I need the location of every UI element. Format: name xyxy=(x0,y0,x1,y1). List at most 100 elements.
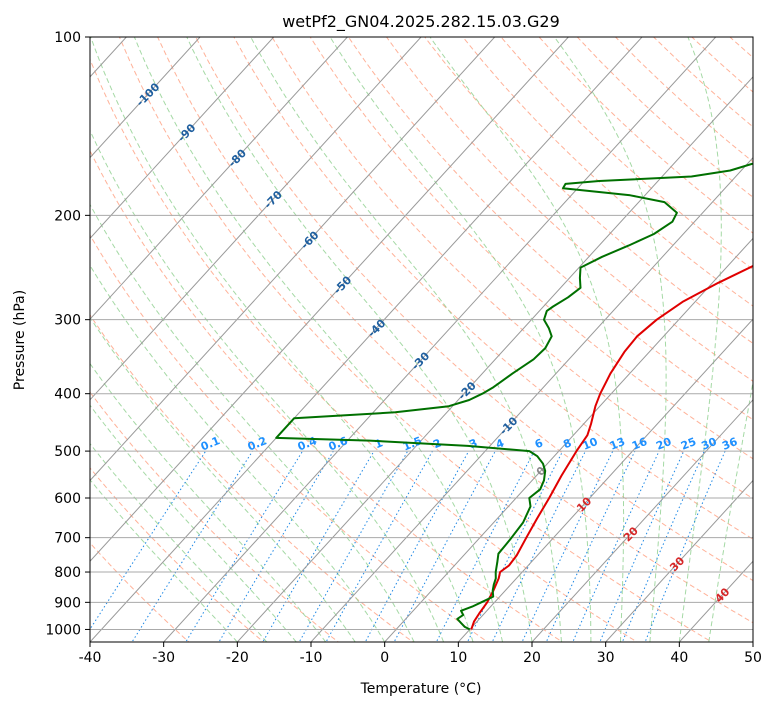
x-axis-label: Temperature (°C) xyxy=(360,681,482,697)
mixing-ratio-line xyxy=(621,450,705,642)
chart-title: wetPf2_GN04.2025.282.15.03.G29 xyxy=(282,12,560,32)
moist-adiabat xyxy=(329,37,592,642)
y-tick-label: 100 xyxy=(54,30,81,46)
y-tick-label: 700 xyxy=(54,531,81,547)
mixing-ratio-label: 10 xyxy=(581,435,600,453)
moist-adiabat xyxy=(90,442,268,642)
moist-adiabat xyxy=(186,37,533,642)
dry-adiabat xyxy=(90,467,265,642)
isotherm-line xyxy=(90,37,201,159)
moist-adiabat xyxy=(90,316,356,642)
dry-adiabat xyxy=(90,149,564,642)
isotherm-line xyxy=(678,560,753,642)
mixing-ratio-line xyxy=(491,450,586,642)
temperature-profile-line xyxy=(470,264,753,630)
isotherm-line xyxy=(90,37,643,642)
y-axis: 1000 900 800 700 600 500 400 300 200 100 xyxy=(45,30,90,638)
y-tick-label: 1000 xyxy=(45,622,81,638)
x-tick-label: 20 xyxy=(523,650,541,666)
dry-adiabat xyxy=(195,37,753,582)
moist-adiabat xyxy=(90,404,297,642)
moist-adiabat xyxy=(708,379,753,642)
dry-adiabat xyxy=(386,37,753,382)
y-tick-label: 800 xyxy=(54,565,81,581)
isotherm-line xyxy=(310,156,753,642)
dry-adiabat xyxy=(576,37,753,198)
isotherm-line xyxy=(457,318,753,642)
mixing-ratio-line xyxy=(325,450,433,642)
y-tick-label: 600 xyxy=(54,491,81,507)
y-tick-label: 300 xyxy=(54,313,81,329)
mixing-ratio-label: 3 xyxy=(467,436,479,451)
y-tick-label: 400 xyxy=(54,387,81,403)
isotherm-line xyxy=(236,76,753,642)
x-tick-label: 30 xyxy=(597,650,615,666)
isotherm-line xyxy=(90,37,275,240)
mixing-ratio-label: 16 xyxy=(630,435,649,453)
isotherm-line xyxy=(0,10,4,654)
dry-adiabat xyxy=(90,234,489,642)
mixing-ratio-line xyxy=(545,450,636,642)
dry-adiabat xyxy=(729,37,753,59)
mixing-ratio-line xyxy=(262,450,375,642)
plot-frame xyxy=(89,36,754,643)
moist-adiabat xyxy=(250,37,562,642)
mixing-ratio-line xyxy=(185,450,304,642)
mixing-ratio-label: 25 xyxy=(679,435,698,453)
y-axis-label: Pressure (hPa) xyxy=(12,290,28,390)
mixing-ratio-label: 6 xyxy=(533,436,545,451)
dry-adiabat xyxy=(309,37,753,460)
dry-adiabat xyxy=(768,37,775,644)
mixing-ratio-line xyxy=(90,450,207,631)
mixing-ratio-label: 13 xyxy=(608,435,627,453)
dry-adiabat xyxy=(462,37,753,307)
mixing-ratio-label: 20 xyxy=(654,435,673,453)
moist-adiabat xyxy=(90,37,474,642)
moist-adiabat xyxy=(90,264,386,642)
mixing-ratio-line xyxy=(435,450,535,642)
isotherm-label: -100 xyxy=(134,80,163,109)
dry-adiabat xyxy=(118,37,713,642)
x-tick-label: 50 xyxy=(744,650,762,666)
isotherm-line xyxy=(90,37,422,401)
moist-adiabat xyxy=(678,37,722,642)
mixing-ratio-line xyxy=(393,450,496,642)
dry-adiabat xyxy=(347,37,753,421)
mixing-ratio-line xyxy=(572,450,660,642)
x-tick-label: -20 xyxy=(226,650,249,666)
isotherm-line xyxy=(604,479,753,642)
mixing-ratio-line xyxy=(298,450,409,642)
isotherm-line xyxy=(90,37,496,482)
moist-adiabat xyxy=(90,203,415,642)
isotherm-line xyxy=(90,37,570,563)
dry-adiabat xyxy=(90,313,414,642)
mixing-ratio-line xyxy=(599,450,685,642)
x-tick-label: 10 xyxy=(449,650,467,666)
isotherm-line xyxy=(383,237,753,642)
y-tick-label: 900 xyxy=(54,595,81,611)
moist-adiabat xyxy=(429,37,625,642)
moist-adiabat xyxy=(553,37,667,642)
x-tick-label: -10 xyxy=(300,650,323,666)
mixing-ratio-line xyxy=(364,450,470,642)
mixing-ratio-line xyxy=(218,450,334,642)
dewpoint-profile-line xyxy=(275,162,753,631)
dry-adiabat xyxy=(90,542,190,642)
x-tick-label: -40 xyxy=(79,650,102,666)
x-tick-label: 0 xyxy=(380,650,389,666)
y-tick-label: 500 xyxy=(54,444,81,460)
mixing-ratio-line xyxy=(521,450,614,642)
isotherm-line xyxy=(531,399,753,642)
y-tick-label: 200 xyxy=(54,208,81,224)
mixing-ratio-label: 36 xyxy=(720,435,739,453)
dry-adiabat xyxy=(233,37,753,540)
plot-area: 0.1 0.2 0.4 0.6 1 1.5 2 3 4 6 8 10 13 16 20 25 30 36 -100… xyxy=(0,10,775,654)
moist-adiabat xyxy=(133,37,503,642)
isotherm-line xyxy=(90,37,349,320)
dry-adiabat xyxy=(90,58,638,642)
dry-adiabat xyxy=(271,37,753,500)
x-tick-label: 40 xyxy=(670,650,688,666)
isotherm-line xyxy=(162,37,717,642)
mixing-ratio-label: 8 xyxy=(561,436,573,451)
